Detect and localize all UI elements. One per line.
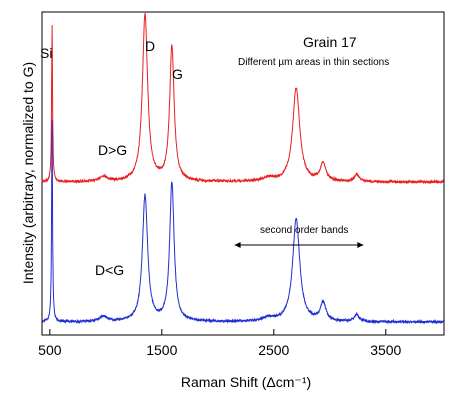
arrow-head-left <box>234 242 241 248</box>
second-order-arrow <box>234 242 364 248</box>
x-tick-marks <box>49 329 387 335</box>
x-tick-label: 2500 <box>258 342 289 358</box>
annotation-layer: Si D G Grain 17 Different µm areas in th… <box>40 34 389 278</box>
chart-title: Grain 17 <box>303 34 357 50</box>
x-tick-label: 500 <box>38 342 62 358</box>
plot-frame <box>41 11 445 336</box>
series-line-d-greater-g <box>41 13 445 185</box>
series-line-d-less-g <box>41 119 445 325</box>
lower-series-label: D<G <box>95 262 124 278</box>
second-order-label: second order bands <box>260 225 348 236</box>
upper-series-label: D>G <box>98 142 127 158</box>
x-tick-label: 3500 <box>370 342 401 358</box>
x-tick-labels: 500 1500 2500 3500 <box>38 342 401 358</box>
g-peak-label: G <box>172 66 183 82</box>
d-peak-label: D <box>145 38 155 54</box>
arrow-head-right <box>357 242 364 248</box>
x-axis-title: Raman Shift (Δcm⁻¹) <box>181 374 311 390</box>
series-layer <box>41 13 445 325</box>
chart-subtitle: Different µm areas in thin sections <box>238 57 389 68</box>
si-peak-label: Si <box>40 45 52 61</box>
x-tick-label: 1500 <box>146 342 177 358</box>
y-axis-title: Intensity (arbitrary, normalized to G) <box>20 62 36 284</box>
